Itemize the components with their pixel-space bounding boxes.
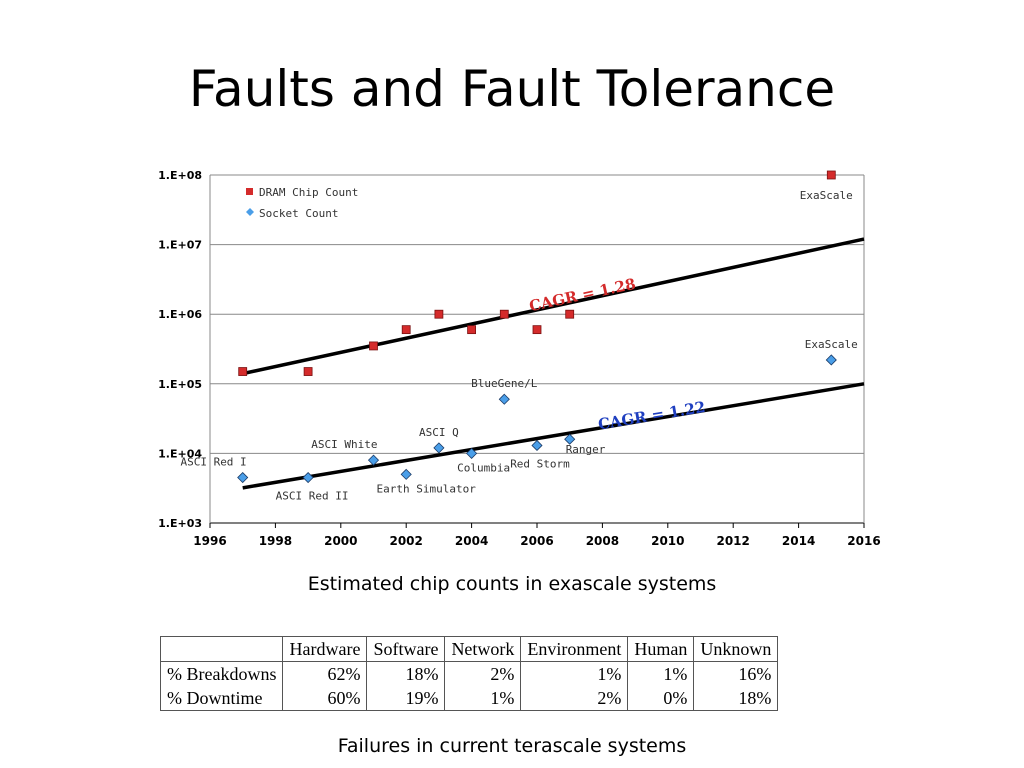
y-tick-label: 1.E+07: [158, 239, 202, 252]
x-tick-label: 2012: [716, 534, 749, 548]
dram-data-point: [238, 367, 248, 376]
x-tick-label: 2000: [324, 534, 357, 548]
legend-marker-socket: [246, 208, 254, 216]
table-header-blank: [159, 636, 284, 662]
point-annotation: ASCI Q: [419, 426, 459, 439]
dram-data-point: [369, 341, 378, 351]
x-tick-label: 2014: [782, 534, 815, 548]
legend-marker-dram: [246, 188, 253, 195]
point-annotation: ExaScale: [805, 338, 858, 351]
dram-data-point: [499, 309, 509, 319]
y-tick-label: 1.E+08: [158, 169, 202, 182]
table-cell: 16%: [693, 661, 779, 686]
table-header-hardware: Hardware: [282, 636, 368, 662]
x-tick-label: 2006: [520, 534, 553, 548]
dram-cagr-label: CAGR = 1.28: [527, 275, 637, 316]
table-cell: 60%: [282, 686, 368, 711]
table-cell: 2%: [444, 661, 522, 686]
point-annotation: Columbia: [457, 461, 510, 474]
table-header-unknown: Unknown: [693, 636, 779, 662]
table-cell: 18%: [366, 661, 446, 686]
slide-title: Faults and Fault Tolerance: [188, 60, 836, 118]
point-annotation: ExaScale: [800, 189, 853, 202]
row-label-breakdowns: % Breakdowns: [159, 661, 284, 686]
table-header-human: Human: [627, 636, 695, 662]
dram-data-point: [303, 367, 313, 376]
table-header-row: Hardware Software Network Environment Hu…: [159, 636, 779, 662]
y-tick-label: 1.E+03: [158, 517, 202, 530]
point-annotation: BlueGene/L: [471, 377, 538, 390]
row-label-downtime: % Downtime: [159, 686, 284, 711]
x-tick-label: 1996: [193, 534, 226, 548]
point-annotation: ASCI Red I: [180, 456, 246, 469]
socket-trend-line: [242, 382, 865, 490]
socket-data-point: [302, 471, 314, 484]
dram-data-point: [826, 170, 836, 180]
x-tick-label: 2016: [847, 534, 880, 548]
x-tick-label: 2010: [651, 534, 684, 548]
table-header-software: Software: [366, 636, 446, 662]
table-row: % Breakdowns 62% 18% 2% 1% 1% 16%: [159, 661, 779, 686]
table-row: % Downtime 60% 19% 1% 2% 0% 18%: [159, 686, 779, 711]
point-annotation: Ranger: [566, 443, 606, 456]
table-caption: Failures in current terascale systems: [337, 735, 687, 757]
socket-cagr-label: CAGR = 1.22: [597, 398, 707, 434]
dram-trend-line: [242, 237, 865, 376]
legend-label: Socket Count: [259, 207, 338, 220]
x-tick-label: 2008: [586, 534, 619, 548]
socket-data-point: [237, 471, 249, 484]
table-cell: 0%: [627, 686, 695, 711]
table-cell: 1%: [627, 661, 695, 686]
y-tick-label: 1.E+05: [158, 378, 202, 391]
point-annotation: ASCI Red II: [276, 490, 349, 503]
chip-count-chart: 1.E+03 1.E+04 1.E+05 1.E+06 1.E+07 1.E+08 1996…: [158, 169, 881, 548]
legend-label: DRAM Chip Count: [259, 186, 358, 199]
dram-data-point: [401, 325, 411, 335]
socket-data-point: [400, 468, 412, 480]
y-tick-label: 1.E+06: [158, 308, 202, 321]
socket-data-point: [825, 354, 837, 366]
failures-table: Hardware Software Network Environment Hu…: [159, 636, 779, 711]
table-cell: 1%: [520, 661, 629, 686]
table-cell: 18%: [693, 686, 779, 711]
point-annotation: Earth Simulator: [377, 482, 477, 495]
dram-data-point: [565, 309, 575, 319]
x-tick-label: 1998: [259, 534, 292, 548]
socket-data-point: [564, 433, 576, 445]
socket-data-point: [531, 439, 543, 452]
dram-data-point: [434, 309, 444, 319]
x-tick-label: 2004: [455, 534, 488, 548]
socket-data-point: [466, 447, 478, 459]
table-cell: 19%: [366, 686, 446, 711]
dram-data-point: [467, 325, 477, 335]
table-cell: 1%: [444, 686, 522, 711]
dram-data-point: [532, 325, 542, 335]
chart-caption: Estimated chip counts in exascale system…: [307, 573, 717, 595]
table-header-environment: Environment: [520, 636, 629, 662]
x-tick-label: 2002: [389, 534, 422, 548]
table-header-network: Network: [444, 636, 522, 662]
socket-data-point: [498, 393, 510, 405]
socket-data-point: [433, 442, 445, 454]
table-cell: 2%: [520, 686, 629, 711]
point-annotation: ASCI White: [311, 438, 377, 451]
socket-data-point: [367, 454, 380, 466]
y-tick-label: 1.E+04: [158, 447, 202, 460]
table-cell: 62%: [282, 661, 368, 686]
point-annotation: Red Storm: [510, 457, 570, 470]
